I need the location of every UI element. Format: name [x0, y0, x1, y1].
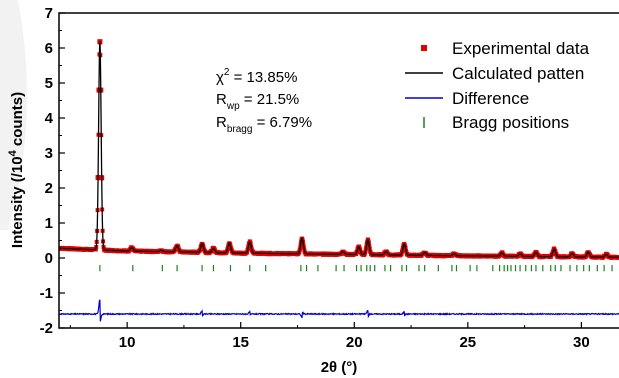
legend-label-experimental: Experimental data [452, 39, 590, 58]
y-axis-title: Intensity (/104 counts) [7, 92, 26, 248]
chi2-annotation: χ2 = 13.85% [216, 67, 297, 86]
legend-label-calculated: Calculated patten [452, 64, 584, 83]
y-tick-label: 7 [45, 5, 53, 22]
rwp-annotation: Rwp = 21.5% [216, 91, 299, 112]
calculated-series [59, 41, 619, 258]
y-tick-label: 1 [45, 215, 53, 232]
y-tick-label: 0 [45, 250, 53, 267]
y-tick-label: -1 [40, 285, 53, 302]
y-axis-ticks: -2 -1 0 1 2 3 4 5 6 7 [40, 5, 65, 337]
plot-area [59, 39, 619, 322]
y-tick-label: 5 [45, 75, 53, 92]
calculated-line [59, 41, 619, 258]
y-tick-label: -2 [40, 320, 53, 337]
refinement-stats: χ2 = 13.85% Rwp = 21.5% Rbragg = 6.79% [216, 67, 312, 135]
x-axis-ticks: 10 15 20 25 30 [69, 322, 590, 351]
legend-label-difference: Difference [452, 89, 529, 108]
legend: Experimental data Calculated patten Diff… [405, 39, 590, 132]
y-tick-label: 4 [45, 110, 54, 127]
x-tick-label: 10 [119, 334, 136, 351]
x-tick-label: 25 [459, 334, 476, 351]
plot-frame [58, 12, 619, 329]
difference-series [59, 299, 619, 322]
left-edge-decoration [0, 0, 27, 230]
difference-line [59, 299, 619, 322]
x-tick-label: 20 [346, 334, 363, 351]
x-tick-label: 30 [573, 334, 590, 351]
y-tick-label: 3 [45, 145, 53, 162]
x-tick-label: 15 [232, 334, 249, 351]
y-tick-label: 6 [45, 40, 53, 57]
legend-label-bragg: Bragg positions [452, 113, 569, 132]
y-tick-label: 2 [45, 180, 53, 197]
rbragg-annotation: Rbragg = 6.79% [216, 114, 312, 135]
x-axis-title: 2θ (°) [321, 359, 358, 376]
legend-marker-experimental [421, 45, 427, 51]
bragg-marks [99, 265, 613, 272]
